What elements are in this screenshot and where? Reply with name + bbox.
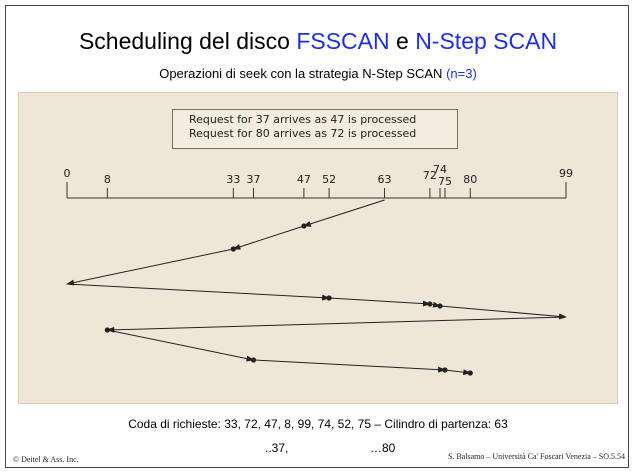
- tick-label-74: 74: [433, 163, 447, 176]
- arrival-line-1: Request for 37 arrives as 47 is processe…: [189, 113, 417, 126]
- title-fsscan: FSSCAN: [296, 28, 390, 54]
- seek-segment-2: [66, 248, 234, 286]
- tick-label-75: 75: [438, 175, 452, 188]
- tick-label-80: 80: [463, 173, 477, 186]
- serviced-point-37: [250, 357, 257, 363]
- tick-label-37: 37: [246, 173, 260, 186]
- tick-label-8: 8: [104, 173, 111, 186]
- tick-label-47: 47: [297, 173, 311, 186]
- seek-segment-3: [66, 283, 331, 301]
- serviced-point-33: [230, 246, 236, 252]
- serviced-point-8: [104, 327, 110, 333]
- tick-label-0: 0: [64, 167, 71, 180]
- seek-segment-0: [302, 199, 385, 227]
- subtitle-text: Operazioni di seek con la strategia N-St…: [159, 66, 447, 81]
- tick-label-63: 63: [378, 173, 392, 186]
- serviced-point-75: [442, 367, 448, 373]
- seek-segment-7: [106, 316, 567, 333]
- arrival-marker-80: …80: [370, 441, 396, 455]
- slide-title: Scheduling del disco FSSCAN e N-Step SCA…: [0, 28, 636, 55]
- tick-label-33: 33: [226, 173, 240, 186]
- serviced-point-47: [301, 223, 307, 229]
- title-nstep: N-Step SCAN: [415, 28, 558, 54]
- arrival-marker-37: ..37,: [265, 441, 289, 455]
- seek-segment-4: [329, 297, 431, 307]
- serviced-point-74: [437, 303, 443, 309]
- seek-segment-10: [444, 369, 472, 376]
- seek-segment-1: [232, 225, 305, 250]
- title-and: e: [389, 28, 416, 54]
- credit-deitel: © Deitel & Ass. Inc.: [13, 455, 79, 464]
- serviced-point-80: [467, 370, 473, 376]
- arrival-line-2: Request for 80 arrives as 72 is processe…: [189, 127, 417, 140]
- arrivals-box: Request for 37 arrives as 47 is processe…: [172, 109, 458, 149]
- slide-subtitle: Operazioni di seek con la strategia N-St…: [0, 66, 636, 81]
- serviced-points: [104, 223, 473, 376]
- subtitle-n-value: (n=3): [446, 66, 477, 81]
- seek-segment-9: [253, 359, 447, 373]
- serviced-point-72: [427, 301, 433, 307]
- title-prefix: Scheduling del disco: [78, 28, 297, 54]
- tick-label-72: 72: [423, 169, 437, 182]
- seek-segment-6: [439, 305, 567, 320]
- request-queue-text: Coda di richieste: 33, 72, 47, 8, 99, 74…: [128, 417, 508, 431]
- credit-balsamo: S. Balsamo – Università Ca' Foscari Vene…: [447, 452, 625, 461]
- seek-segment-8: [107, 329, 255, 362]
- seek-path: [66, 199, 567, 376]
- serviced-point-52: [326, 295, 332, 301]
- tick-label-52: 52: [322, 173, 336, 186]
- tick-label-99: 99: [559, 167, 573, 180]
